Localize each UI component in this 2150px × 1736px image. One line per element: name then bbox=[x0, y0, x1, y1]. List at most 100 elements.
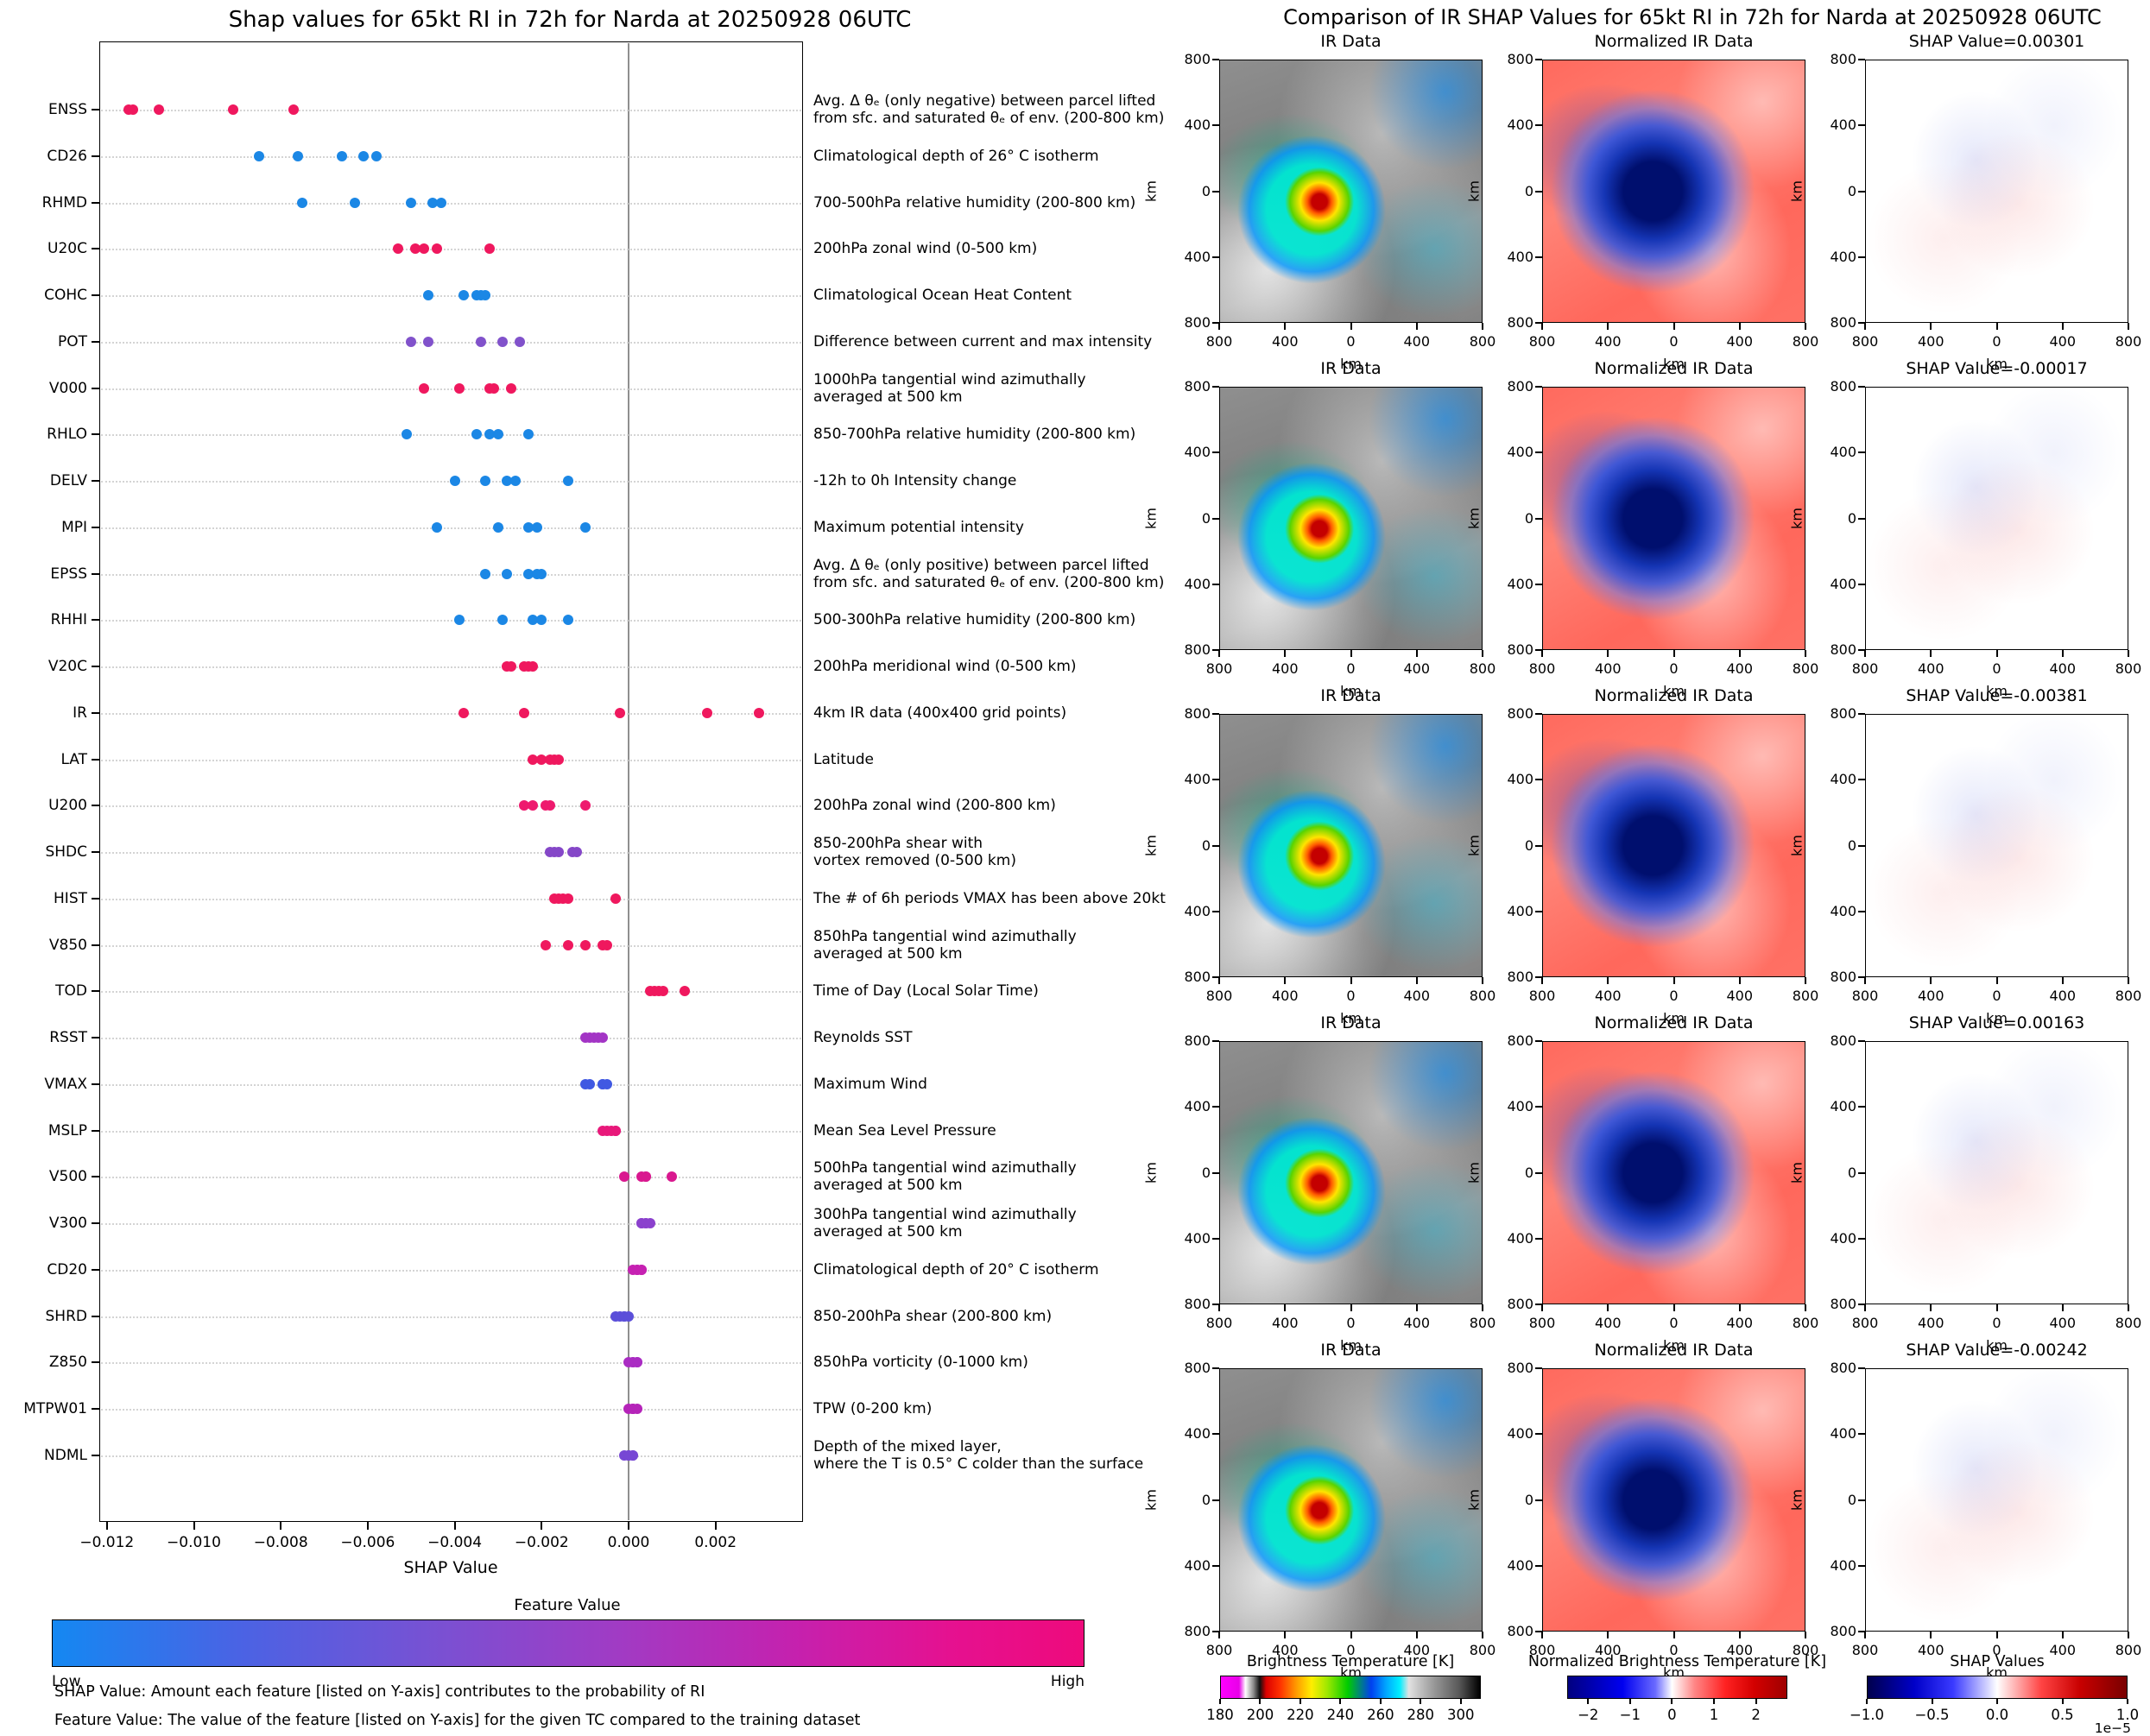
x-tick-label: 800 bbox=[1851, 988, 1879, 1004]
y-tick-label: 800 bbox=[1507, 314, 1533, 331]
y-tick-mark bbox=[92, 1129, 99, 1132]
x-tick-mark bbox=[1482, 650, 1483, 657]
feature-description: Climatological depth of 26° C isotherm bbox=[813, 147, 1099, 165]
feature-gridline bbox=[101, 202, 801, 205]
colorbar-tick-label: −1 bbox=[1619, 1707, 1641, 1723]
x-tick-mark bbox=[1673, 977, 1675, 984]
x-tick-mark bbox=[1284, 977, 1287, 984]
shap-dot bbox=[562, 615, 573, 626]
panel-title: Normalized IR Data bbox=[1594, 1341, 1754, 1360]
y-tick-mark bbox=[92, 758, 99, 761]
y-tick-mark bbox=[1212, 649, 1219, 651]
y-tick-mark bbox=[1535, 1367, 1542, 1369]
colorbar-tick-mark bbox=[1628, 1699, 1631, 1704]
y-tick-label: 800 bbox=[1184, 51, 1211, 67]
x-tick-label: 800 bbox=[1205, 988, 1233, 1004]
x-tick-mark bbox=[1607, 650, 1609, 657]
y-tick-mark bbox=[92, 340, 99, 343]
y-tick-mark bbox=[92, 155, 99, 157]
x-tick-label: 400 bbox=[2049, 660, 2077, 677]
x-tick-label: 0.000 bbox=[607, 1534, 650, 1551]
y-tick-mark bbox=[1858, 124, 1865, 127]
x-tick-label: 800 bbox=[1469, 1642, 1496, 1658]
colorbar-tick-label: 280 bbox=[1407, 1707, 1435, 1723]
x-tick-label: 800 bbox=[1205, 1642, 1233, 1658]
feature-gridline bbox=[101, 1269, 801, 1272]
x-tick-label: 400 bbox=[1917, 1642, 1944, 1658]
x-tick-mark bbox=[193, 1522, 195, 1530]
x-tick-label: 400 bbox=[1271, 333, 1299, 350]
y-tick-label: 0 bbox=[1524, 1164, 1533, 1181]
y-tick-mark bbox=[1535, 713, 1542, 715]
y-tick-mark bbox=[1212, 1040, 1219, 1042]
y-tick-mark bbox=[1535, 1304, 1542, 1305]
x-tick-label: 800 bbox=[1792, 1642, 1819, 1658]
x-tick-label: 800 bbox=[1792, 1315, 1819, 1331]
y-tick-mark bbox=[92, 572, 99, 575]
shap-dot bbox=[154, 104, 165, 115]
x-tick-label: 800 bbox=[1792, 333, 1819, 350]
x-tick-label: 400 bbox=[1594, 333, 1622, 350]
y-tick-mark bbox=[1535, 124, 1542, 127]
y-tick-label: 800 bbox=[1507, 969, 1533, 985]
y-tick-mark bbox=[92, 201, 99, 204]
shap-beeswarm-plot: ENSS Avg. Δ θₑ (only negative) between pa… bbox=[23, 41, 1166, 1551]
y-tick-mark bbox=[1858, 1433, 1865, 1436]
shap-dot bbox=[453, 382, 465, 394]
normalized-brightness-temperature-colorbar bbox=[1567, 1676, 1787, 1699]
x-tick-label: −0.004 bbox=[427, 1534, 483, 1551]
y-tick-mark bbox=[92, 248, 99, 250]
colorbar-tick-label: 300 bbox=[1447, 1707, 1475, 1723]
y-tick-mark bbox=[1535, 59, 1542, 60]
feature-gridline bbox=[101, 1316, 801, 1318]
shap-dot bbox=[432, 521, 443, 533]
y-tick-label: 400 bbox=[1830, 444, 1856, 461]
shap-dot bbox=[545, 800, 556, 811]
y-tick-label: 800 bbox=[1507, 1032, 1533, 1049]
y-tick-label: 400 bbox=[1830, 902, 1856, 919]
x-tick-mark bbox=[1930, 323, 1932, 330]
shap-dot bbox=[528, 661, 539, 672]
shap-dot bbox=[471, 429, 482, 440]
x-tick-mark bbox=[1541, 1632, 1543, 1638]
shap-dot bbox=[658, 986, 669, 997]
x-tick-mark bbox=[1864, 1632, 1866, 1638]
y-tick-mark bbox=[92, 109, 99, 110]
colorbar-tick-mark bbox=[1931, 1699, 1933, 1704]
y-tick-mark bbox=[1212, 713, 1219, 715]
y-tick-label: 400 bbox=[1184, 1556, 1211, 1574]
y-tick-mark bbox=[1535, 517, 1542, 520]
x-tick-mark bbox=[1805, 323, 1806, 330]
y-tick-mark bbox=[1212, 779, 1219, 781]
colorbar-offset-label: 1e−5 bbox=[2094, 1720, 2131, 1736]
y-tick-label: 800 bbox=[1507, 641, 1533, 658]
y-tick-mark bbox=[1212, 1631, 1219, 1632]
y-tick-label: 800 bbox=[1184, 1360, 1211, 1376]
feature-gridline bbox=[101, 155, 801, 158]
feature-gridline bbox=[101, 759, 801, 761]
x-tick-mark bbox=[1350, 1632, 1352, 1638]
feature-gridline bbox=[101, 1083, 801, 1086]
y-axis-label: km bbox=[1465, 1488, 1483, 1511]
x-axis-label: km bbox=[1986, 1010, 2008, 1026]
x-tick-label: 800 bbox=[2115, 660, 2142, 677]
y-tick-label: 400 bbox=[1507, 771, 1533, 788]
x-tick-label: −0.008 bbox=[253, 1534, 308, 1551]
y-tick-label: 0 bbox=[1201, 836, 1211, 854]
x-tick-mark bbox=[1284, 650, 1287, 657]
y-axis-label: km bbox=[1465, 507, 1483, 529]
y-tick-feature-code: CD26 bbox=[47, 147, 87, 165]
y-tick-label: 800 bbox=[1830, 1623, 1856, 1639]
x-axis-label: km bbox=[1986, 356, 2008, 372]
y-tick-feature-code: RHLO bbox=[47, 426, 87, 444]
x-tick-mark bbox=[1607, 1632, 1609, 1638]
x-tick-label: 800 bbox=[1528, 1315, 1556, 1331]
y-tick-mark bbox=[1858, 976, 1865, 978]
y-tick-mark bbox=[92, 711, 99, 714]
x-tick-label: 400 bbox=[1271, 1642, 1299, 1658]
x-tick-label: 0 bbox=[1992, 660, 2001, 677]
feature-description: Depth of the mixed layer, where the T is… bbox=[813, 1437, 1144, 1473]
x-tick-mark bbox=[1864, 977, 1866, 984]
x-tick-mark bbox=[1805, 1304, 1806, 1311]
panel-title: IR Data bbox=[1320, 1341, 1382, 1360]
